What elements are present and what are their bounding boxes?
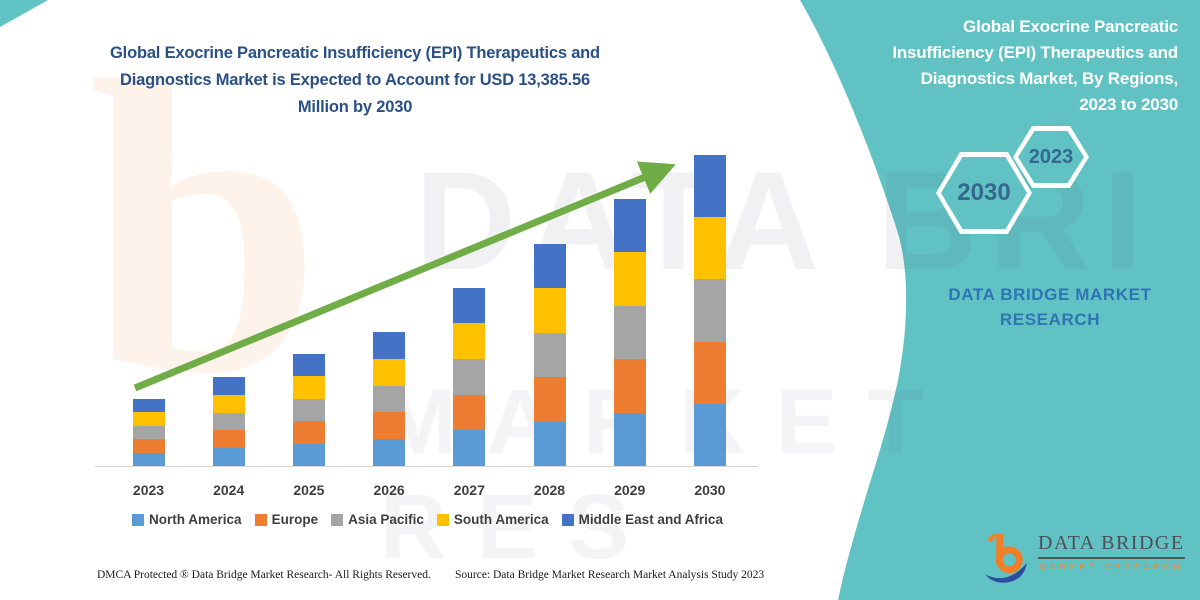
segment-middle-east-and-africa	[292, 354, 325, 377]
segment-asia-pacific	[453, 358, 486, 395]
segment-asia-pacific	[693, 279, 726, 342]
x-axis-line	[95, 466, 758, 467]
segment-north-america	[212, 448, 245, 466]
segment-asia-pacific	[613, 305, 646, 360]
bar-2030	[693, 155, 726, 466]
legend-label: Europe	[271, 512, 319, 527]
segment-north-america	[132, 452, 165, 466]
x-tick-2030: 2030	[694, 482, 726, 498]
segment-europe	[212, 430, 245, 449]
legend-label: North America	[149, 512, 242, 527]
x-tick-2026: 2026	[373, 482, 405, 498]
segment-europe	[292, 421, 325, 444]
legend-swatch	[436, 513, 449, 526]
legend-swatch	[331, 513, 344, 526]
segment-south-america	[453, 323, 486, 359]
legend-swatch	[254, 513, 267, 526]
chart-title: Global Exocrine Pancreatic Insufficiency…	[110, 44, 600, 116]
source-note: Source: Data Bridge Market Research Mark…	[455, 569, 765, 581]
segment-middle-east-and-africa	[212, 377, 245, 395]
hexagon-badge-2030: 2030	[936, 152, 1032, 234]
segment-middle-east-and-africa	[132, 399, 165, 413]
segment-asia-pacific	[533, 332, 566, 378]
segment-south-america	[613, 252, 646, 306]
legend-swatch	[132, 513, 145, 526]
segment-middle-east-and-africa	[693, 155, 726, 218]
logo-name: DATA BRIDGE	[1038, 532, 1185, 559]
segment-middle-east-and-africa	[373, 332, 406, 359]
legend-item-north-america: North America	[132, 512, 242, 527]
data-bridge-logo: DATA BRIDGE MARKET RESEARCH	[984, 532, 1185, 586]
segment-north-america	[453, 430, 486, 466]
chart-legend: North America Europe Asia Pacific South Ame…	[90, 512, 765, 527]
legend-item-europe: Europe	[254, 512, 319, 527]
teal-panel-shape	[800, 0, 1200, 600]
bar-2023	[132, 399, 165, 466]
dmca-notice: DMCA Protected ® Data Bridge Market Rese…	[97, 569, 431, 581]
segment-europe	[533, 377, 566, 422]
x-tick-2025: 2025	[293, 482, 325, 498]
legend-item-middle-east-and-africa: Middle East and Africa	[561, 512, 723, 527]
segment-europe	[613, 359, 646, 413]
segment-middle-east-and-africa	[613, 199, 646, 253]
x-tick-2024: 2024	[213, 482, 245, 498]
segment-asia-pacific	[292, 398, 325, 422]
segment-south-america	[693, 217, 726, 280]
segment-asia-pacific	[132, 425, 165, 440]
logo-subtitle: MARKET RESEARCH	[1038, 562, 1184, 572]
segment-south-america	[212, 394, 245, 413]
bar-2026	[373, 332, 406, 466]
segment-asia-pacific	[212, 412, 245, 431]
legend-label: Middle East and Africa	[578, 512, 723, 527]
data-bridge-b-icon	[985, 533, 1027, 583]
segment-north-america	[533, 421, 566, 466]
segment-europe	[693, 341, 726, 404]
logo-text: DATA BRIDGE MARKET RESEARCH	[1038, 532, 1185, 572]
segment-south-america	[373, 358, 406, 386]
legend-item-south-america: South America	[436, 512, 549, 527]
segment-europe	[132, 439, 165, 453]
x-tick-2028: 2028	[533, 482, 566, 498]
segment-south-america	[292, 376, 325, 399]
bar-2024	[212, 377, 245, 466]
brand-wordmark: DATA BRIDGE MARKET RESEARCH	[948, 285, 1152, 329]
x-tick-2027: 2027	[453, 482, 485, 498]
segment-middle-east-and-africa	[453, 287, 486, 324]
legend-item-asia-pacific: Asia Pacific	[331, 512, 424, 527]
bar-2027	[453, 287, 486, 466]
legend-swatch	[561, 513, 574, 526]
x-tick-2023: 2023	[132, 482, 165, 498]
segment-south-america	[132, 412, 165, 426]
x-tick-2029: 2029	[614, 482, 646, 498]
segment-north-america	[373, 439, 406, 466]
segment-asia-pacific	[373, 385, 406, 413]
segment-europe	[453, 394, 486, 431]
segment-europe	[373, 412, 406, 440]
segment-south-america	[533, 288, 566, 333]
bar-2029	[613, 199, 646, 466]
segment-north-america	[613, 412, 646, 466]
segment-north-america	[292, 443, 325, 466]
legend-label: Asia Pacific	[348, 512, 424, 527]
side-panel-title: Global Exocrine Pancreatic Insufficiency…	[892, 17, 1178, 114]
hexagon-2030-label: 2030	[941, 157, 1027, 229]
segment-north-america	[693, 403, 726, 466]
bar-2025	[292, 354, 325, 466]
segment-middle-east-and-africa	[533, 244, 566, 289]
legend-label: South America	[453, 512, 549, 527]
bar-2028	[533, 244, 566, 466]
hexagon-2023-label: 2023	[1018, 131, 1084, 183]
